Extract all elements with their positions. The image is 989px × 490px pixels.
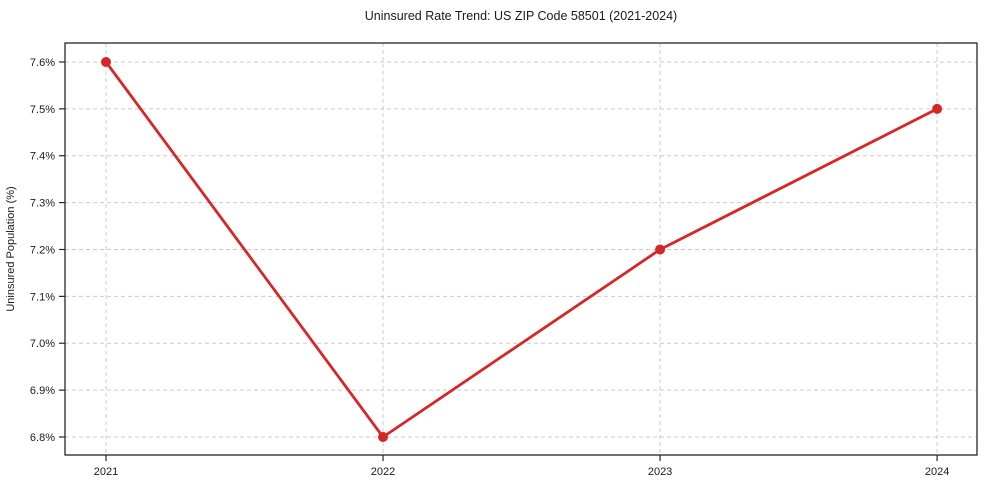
data-series — [101, 56, 943, 442]
y-tick-label: 6.9% — [30, 385, 55, 397]
y-axis-label: Uninsured Population (%) — [5, 186, 17, 311]
x-tick-label: 2024 — [925, 466, 949, 478]
y-tick-label: 7.5% — [30, 104, 55, 116]
data-point-marker — [101, 56, 112, 67]
tick-labels: 6.8% 6.9% 7.0% 7.1% 7.2% 7.3% 7.4% 7.5% 7.6% 2021… — [30, 57, 949, 478]
data-point-marker — [932, 103, 943, 114]
x-tick-label: 2021 — [94, 466, 118, 478]
gridlines — [65, 43, 977, 455]
y-tick-label: 7.2% — [30, 244, 55, 256]
data-point-marker — [655, 244, 666, 255]
y-tick-label: 7.3% — [30, 198, 55, 210]
data-point-marker — [378, 431, 389, 442]
y-tick-label: 7.0% — [30, 338, 55, 350]
y-tick-label: 7.6% — [30, 57, 55, 69]
chart-title: Uninsured Rate Trend: US ZIP Code 58501 … — [365, 9, 677, 23]
y-tick-label: 7.1% — [30, 291, 55, 303]
y-tick-label: 7.4% — [30, 151, 55, 163]
x-tick-label: 2023 — [648, 466, 672, 478]
trend-line — [104, 60, 939, 439]
y-tick-label: 6.8% — [30, 432, 55, 444]
x-tick-label: 2022 — [371, 466, 395, 478]
axes-and-ticks — [59, 42, 978, 461]
